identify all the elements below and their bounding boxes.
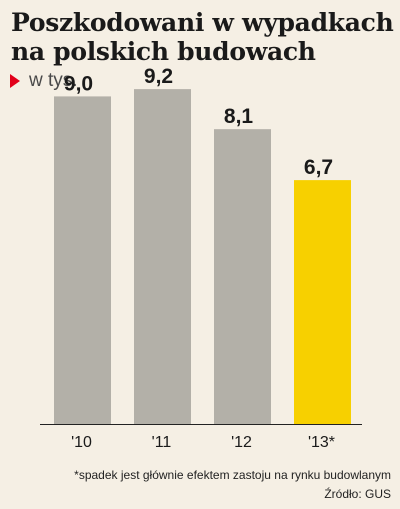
x-tick-label-3: '13* [308, 434, 335, 451]
value-label-3: 6,7 [304, 156, 333, 179]
footnote: *spadek jest głównie efektem zastoju na … [74, 468, 391, 482]
subtitle-row: w tys. [10, 70, 78, 92]
x-tick-label-2: '12 [231, 434, 252, 451]
bar-2 [214, 129, 271, 424]
x-tick-label-1: '11 [152, 434, 172, 451]
x-tick-label-0: '10 [71, 434, 92, 451]
chart-title: Poszkodowani w wypadkach na polskich bud… [11, 8, 394, 66]
triangle-marker-icon [10, 74, 20, 88]
value-label-1: 9,2 [144, 65, 173, 88]
source-note: Źródło: GUS [324, 487, 391, 501]
bar-0 [54, 96, 111, 425]
bar-chart: 9,0 '10 9,2 '11 8,1 '12 6,7 '13* [40, 65, 362, 451]
value-label-0: 9,0 [64, 72, 93, 95]
bar-1 [134, 89, 191, 425]
value-label-2: 8,1 [224, 105, 254, 128]
chart-subtitle: w tys. [29, 70, 78, 91]
bar-3 [294, 180, 351, 424]
